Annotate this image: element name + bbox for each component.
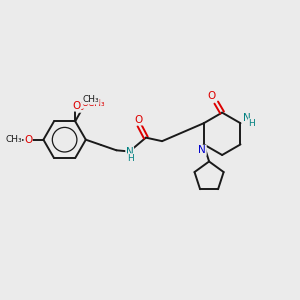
- Text: H: H: [248, 119, 255, 128]
- Text: N: N: [126, 147, 134, 157]
- Text: O: O: [135, 115, 143, 125]
- Text: CH₃: CH₃: [5, 135, 22, 144]
- Text: H: H: [128, 154, 134, 163]
- Text: N: N: [198, 145, 206, 155]
- Text: O: O: [207, 91, 216, 100]
- Text: O: O: [76, 102, 85, 112]
- Text: CH₃: CH₃: [82, 95, 99, 104]
- Text: O: O: [73, 101, 81, 111]
- Text: OCH₃: OCH₃: [82, 99, 105, 108]
- Text: N: N: [243, 113, 251, 123]
- Text: O: O: [24, 135, 32, 145]
